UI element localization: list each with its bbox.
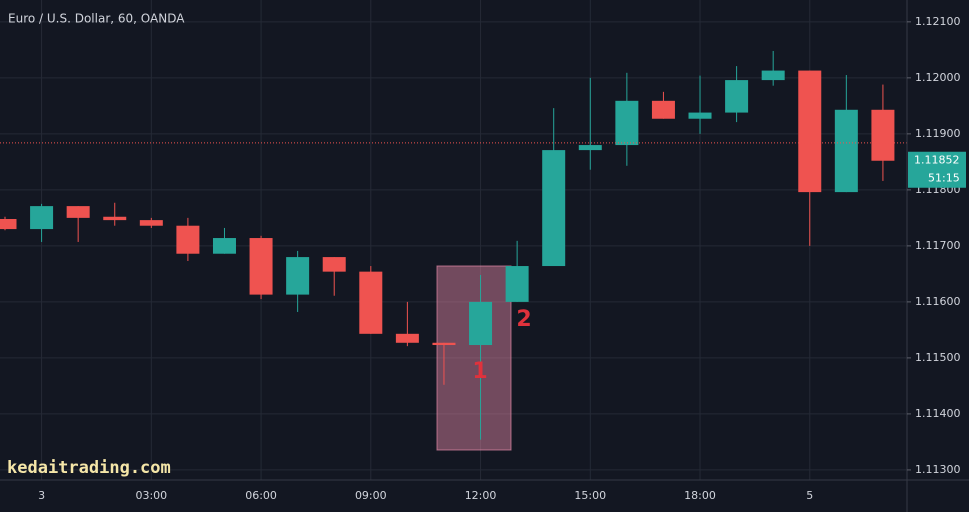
candle-body xyxy=(176,225,200,254)
y-tick-label: 1.12100 xyxy=(915,15,961,28)
x-tick-label: 18:00 xyxy=(684,489,716,502)
candle-body xyxy=(578,145,602,151)
annotation: 2 xyxy=(516,307,531,332)
chart-title: Euro / U.S. Dollar, 60, OANDA xyxy=(8,12,185,26)
x-tick-label: 06:00 xyxy=(245,489,277,502)
candle-body xyxy=(322,257,346,272)
candle-body xyxy=(615,100,639,146)
candle-body xyxy=(359,271,383,334)
x-tick-label: 12:00 xyxy=(465,489,497,502)
candle-body xyxy=(30,206,54,230)
x-tick-label: 15:00 xyxy=(574,489,606,502)
y-tick-label: 1.11500 xyxy=(915,351,961,364)
candle-body xyxy=(505,266,529,302)
x-tick-label: 03:00 xyxy=(135,489,167,502)
candle-body xyxy=(249,238,273,295)
candle-body xyxy=(834,109,858,193)
candle-body xyxy=(66,206,90,218)
y-tick-label: 1.11300 xyxy=(915,463,961,476)
candle-body xyxy=(871,109,895,161)
candle-body xyxy=(542,150,566,267)
x-tick-label: 3 xyxy=(38,489,45,502)
candle-body xyxy=(469,301,493,346)
candle-body xyxy=(688,112,712,119)
annotation: 1 xyxy=(472,359,487,384)
candle-body xyxy=(761,70,785,81)
candle-body xyxy=(725,80,749,113)
highlight-box xyxy=(436,265,512,451)
candle-body xyxy=(798,70,822,193)
candle-body xyxy=(395,333,419,343)
x-tick-label: 09:00 xyxy=(355,489,387,502)
y-tick-label: 1.11600 xyxy=(915,295,961,308)
candle-body xyxy=(286,257,310,295)
candle-body xyxy=(212,238,236,254)
y-tick-label: 1.11700 xyxy=(915,239,961,252)
last-price-label: 1.11852 xyxy=(914,154,960,167)
x-tick-label: 5 xyxy=(806,489,813,502)
countdown: 51:15 xyxy=(928,172,960,185)
candle-body xyxy=(651,100,675,119)
y-tick-label: 1.11400 xyxy=(915,407,961,420)
watermark: kedaitrading.com xyxy=(7,458,171,478)
candle-body xyxy=(0,218,17,230)
candle-body xyxy=(432,342,456,346)
candle-body xyxy=(139,220,163,226)
y-tick-label: 1.12000 xyxy=(915,71,961,84)
y-tick-label: 1.11900 xyxy=(915,127,961,140)
candle-body xyxy=(103,216,127,221)
last-price-box xyxy=(908,151,966,188)
